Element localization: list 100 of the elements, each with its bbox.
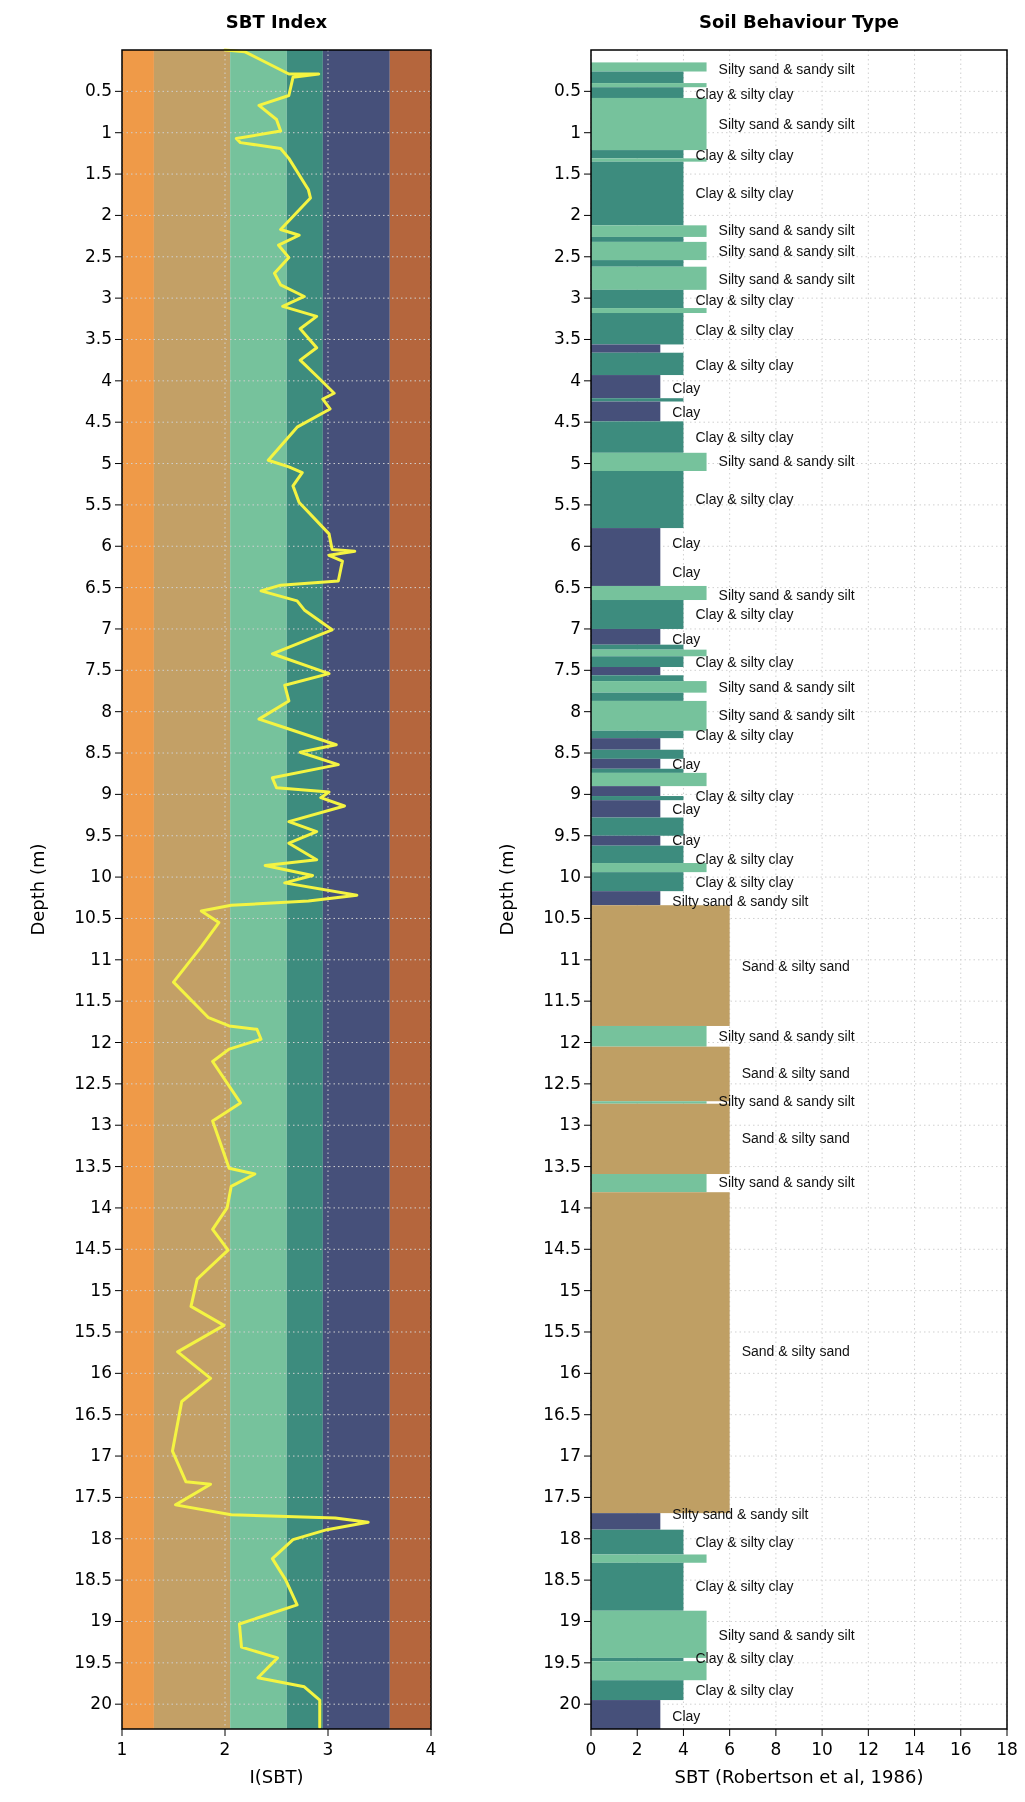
y-tick-label: 7 [570,617,581,638]
y-tick-label: 18 [90,1527,112,1548]
y-tick-label: 6.5 [84,576,112,597]
y-tick-label: 17 [559,1445,581,1466]
annotation: Clay & silty clay [695,1682,794,1699]
y-tick-label: 8 [101,700,112,721]
annotation: Clay [672,564,701,581]
y-tick-label: 5 [101,452,112,473]
y-tick-label: 20 [559,1693,581,1714]
y-tick-label: 18.5 [74,1569,112,1590]
annotation: Clay & silty clay [695,146,794,163]
annotation: Silty sand & sandy silt [672,892,809,909]
annotation: Silty sand & sandy silt [718,586,855,603]
y-tick-label: 16.5 [543,1403,581,1424]
annotation: Clay & silty clay [695,292,794,309]
y-tick-label: 7.5 [84,659,112,680]
y-tick-label: 3.5 [553,328,581,349]
y-tick-label: 7 [101,617,112,638]
annotation: Clay & silty clay [695,1534,794,1551]
y-tick-label: 14 [90,1196,112,1217]
y-tick-label: 11 [90,948,112,969]
chart-title: SBT Index [225,11,328,32]
annotation: Clay & silty clay [695,874,794,891]
annotation: Clay & silty clay [695,1650,794,1667]
x-tick-label: 10 [811,1739,833,1759]
annotation: Sand & silty sand [741,957,850,974]
y-tick-label: 13.5 [74,1155,112,1176]
y-tick-label: 16 [559,1362,581,1383]
y-tick-label: 16.5 [74,1403,112,1424]
y-tick-label: 13.5 [543,1155,581,1176]
annotation: Sand & silty sand [741,1129,850,1146]
y-tick-label: 13 [90,1114,112,1135]
annotation: Silty sand & sandy silt [718,679,855,696]
x-tick-label: 2 [631,1739,643,1759]
y-tick-label: 6.5 [553,576,581,597]
y-tick-label: 18 [559,1527,581,1548]
y-tick-label: 19 [559,1610,581,1631]
y-tick-label: 5 [570,452,581,473]
y-axis-title: Depth (m) [27,843,48,936]
x-tick-label: 1 [116,1739,128,1759]
y-tick-label: 1 [101,121,112,142]
annotation: Clay [672,631,701,648]
y-tick-label: 9.5 [553,824,581,845]
y-tick-label: 4.5 [84,411,112,432]
x-axis-title: SBT (Robertson et al, 1986) [674,1766,924,1787]
y-tick-label: 12.5 [543,1072,581,1093]
annotation: Clay & silty clay [695,1578,794,1595]
annotation: Silty sand & sandy silt [718,221,855,238]
y-tick-label: 15.5 [74,1321,112,1341]
y-tick-label: 15 [90,1279,112,1300]
annotation: Silty sand & sandy silt [718,1627,855,1644]
y-tick-label: 14.5 [543,1238,581,1259]
y-tick-label: 10.5 [74,907,112,928]
x-tick-label: 4 [425,1739,437,1759]
y-tick-label: 13 [559,1114,581,1135]
annotation: Silty sand & sandy silt [718,1028,855,1045]
y-tick-label: 3 [570,287,581,308]
y-tick-label: 9 [101,783,112,804]
y-tick-label: 1 [570,121,581,142]
annotation: Clay & silty clay [695,86,794,103]
y-tick-label: 0.5 [84,80,112,101]
y-axis-title: Depth (m) [496,843,517,936]
annotation: Clay & silty clay [695,185,794,202]
annotation: Silty sand & sandy silt [718,453,855,470]
y-tick-label: 8.5 [553,742,581,763]
annotation: Silty sand & sandy silt [718,271,855,288]
annotation: Clay & silty clay [695,428,794,445]
y-tick-label: 9 [570,783,581,804]
y-tick-label: 18.5 [543,1569,581,1590]
annotation: Clay & silty clay [695,606,794,623]
y-tick-label: 4 [570,369,581,390]
x-axis-title: I(SBT) [249,1766,304,1787]
y-tick-label: 20 [90,1693,112,1714]
y-tick-label: 6 [101,535,112,556]
annotation: Clay [672,756,701,773]
annotation: Clay [672,379,701,396]
y-tick-label: 17.5 [74,1486,112,1507]
annotation: Silty sand & sandy silt [718,242,855,259]
x-tick-label: 0 [585,1739,597,1759]
y-tick-label: 15.5 [543,1321,581,1341]
y-tick-label: 14 [559,1196,581,1217]
y-tick-label: 17.5 [543,1486,581,1507]
x-tick-label: 8 [770,1739,782,1759]
y-tick-label: 10 [90,866,112,887]
annotation: Sand & silty sand [741,1064,850,1081]
y-tick-label: 12 [90,1031,112,1052]
y-tick-label: 10.5 [543,907,581,928]
y-tick-label: 1.5 [553,163,581,184]
x-tick-label: 2 [219,1739,231,1759]
x-tick-label: 14 [903,1739,926,1759]
x-tick-label: 6 [724,1739,736,1759]
y-tick-label: 5.5 [553,493,581,514]
y-tick-label: 3.5 [84,328,112,349]
line-series [170,48,370,1729]
annotation: Sand & silty sand [741,1343,850,1360]
y-tick-label: 12.5 [74,1072,112,1093]
y-tick-label: 15 [559,1279,581,1300]
y-tick-label: 5.5 [84,493,112,514]
y-tick-label: 8 [570,700,581,721]
annotation: Silty sand & sandy silt [718,707,855,724]
